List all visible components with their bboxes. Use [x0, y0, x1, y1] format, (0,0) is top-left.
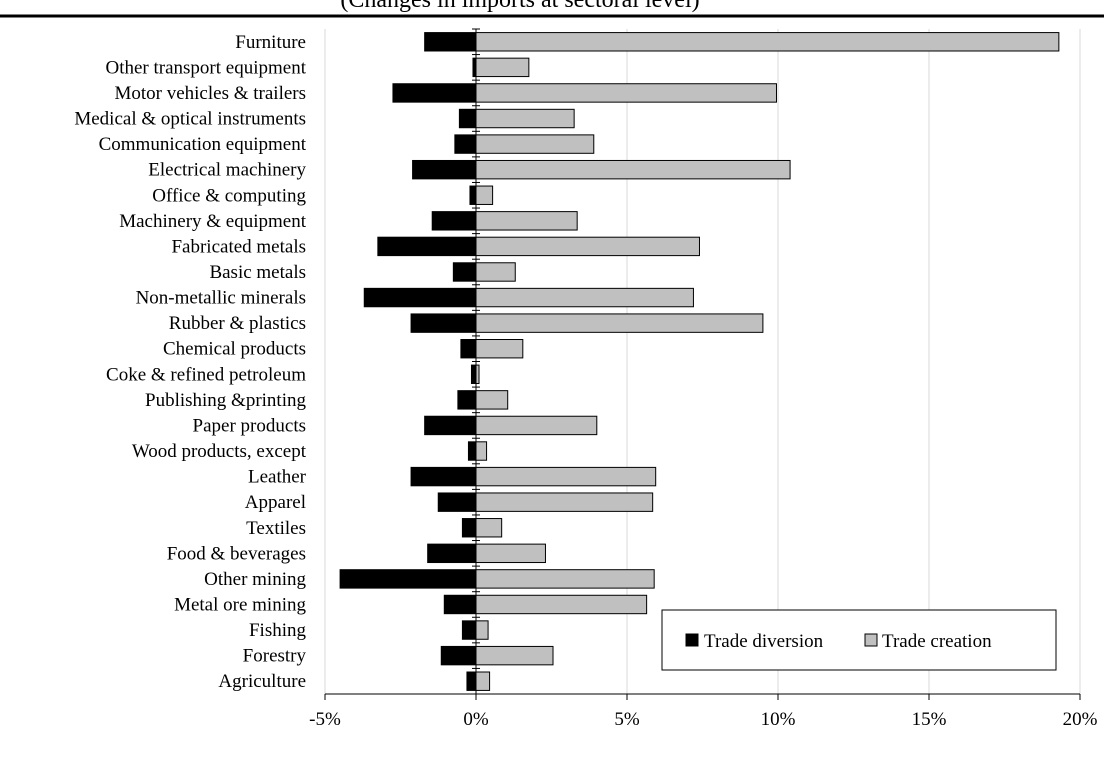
legend: Trade diversion Trade creation	[661, 609, 1057, 671]
bar-trade-diversion	[363, 287, 477, 308]
category-label: Agriculture	[218, 671, 306, 692]
category-label: Paper products	[193, 415, 306, 436]
category-label: Electrical machinery	[148, 160, 306, 181]
bar-trade-creation	[475, 287, 694, 308]
category-label: Other transport equipment	[105, 57, 306, 78]
bar-trade-creation	[475, 415, 598, 436]
bars-group	[339, 32, 1060, 691]
category-label: Coke & refined petroleum	[106, 364, 306, 385]
bar-trade-diversion	[339, 569, 477, 589]
bar-trade-diversion	[466, 671, 477, 691]
x-tick-labels: -5% 0% 5% 10% 15% 20%	[309, 709, 1097, 730]
category-label: Fabricated metals	[171, 236, 306, 257]
bar-trade-creation	[475, 441, 488, 461]
x-tick-label: 0%	[463, 709, 489, 730]
gridlines	[324, 29, 1081, 694]
bar-trade-creation	[475, 569, 655, 589]
bar-trade-creation	[475, 108, 575, 129]
bar-trade-diversion	[443, 594, 477, 615]
legend-swatch-trade-diversion	[685, 633, 699, 647]
bar-trade-creation	[475, 134, 595, 154]
bar-trade-diversion	[467, 441, 477, 461]
bar-trade-diversion	[410, 466, 477, 487]
bar-trade-diversion	[410, 313, 477, 333]
bar-trade-creation	[475, 492, 654, 512]
bar-trade-creation	[475, 185, 494, 205]
category-label: Wood products, except	[132, 441, 307, 462]
x-tick-label: 20%	[1063, 709, 1098, 730]
bar-trade-diversion	[440, 645, 477, 666]
bar-trade-diversion	[377, 236, 477, 257]
chart-caption: (Changes in imports at sectoral level)	[340, 0, 699, 13]
category-label: Other mining	[204, 569, 306, 590]
bar-trade-diversion	[460, 339, 477, 359]
legend-label-trade-creation: Trade creation	[882, 631, 992, 652]
bar-trade-diversion	[452, 262, 477, 282]
bar-trade-creation	[475, 620, 489, 640]
category-label: Communication equipment	[99, 134, 307, 155]
category-label: Office & computing	[152, 185, 306, 206]
bar-trade-diversion	[461, 620, 477, 640]
bar-trade-creation	[475, 159, 791, 180]
category-label: Apparel	[245, 492, 306, 513]
category-label: Forestry	[243, 646, 307, 667]
bar-trade-diversion	[427, 543, 477, 564]
category-label: Rubber & plastics	[169, 313, 306, 334]
bar-trade-creation	[475, 32, 1060, 52]
category-label: Chemical products	[163, 339, 306, 360]
bar-trade-creation	[475, 466, 657, 487]
bar-trade-diversion	[454, 134, 477, 154]
bar-trade-diversion	[457, 390, 477, 410]
bar-trade-creation	[475, 83, 777, 103]
bar-trade-diversion	[431, 211, 477, 231]
bar-trade-diversion	[392, 83, 477, 103]
bar-trade-diversion	[424, 415, 477, 436]
category-label: Leather	[248, 467, 307, 488]
bar-trade-creation	[475, 671, 491, 691]
category-label: Medical & optical instruments	[74, 109, 306, 130]
bar-trade-diversion	[424, 32, 477, 52]
legend-swatch-trade-creation	[864, 633, 878, 647]
bar-trade-creation	[475, 390, 509, 410]
bar-trade-creation	[475, 645, 554, 666]
legend-box	[661, 609, 1057, 671]
bar-trade-creation	[475, 236, 700, 257]
category-label: Textiles	[246, 518, 306, 539]
bar-trade-creation	[475, 339, 524, 359]
x-tick-label: 15%	[912, 709, 947, 730]
category-label: Basic metals	[209, 262, 306, 283]
bar-trade-diversion	[458, 108, 477, 129]
bar-trade-creation	[475, 518, 503, 538]
bar-trade-creation	[475, 211, 578, 231]
category-label: Food & beverages	[167, 543, 306, 564]
x-tick-label: -5%	[309, 709, 341, 730]
x-tick-label: 10%	[761, 709, 796, 730]
category-label: Fishing	[249, 620, 307, 641]
bar-trade-creation	[475, 543, 546, 564]
bar-trade-diversion	[461, 518, 477, 538]
category-labels: Furniture Other transport equipment Motor …	[74, 32, 306, 692]
category-label: Metal ore mining	[174, 594, 306, 615]
category-label: Publishing &printing	[145, 390, 306, 411]
category-label: Motor vehicles & trailers	[114, 83, 306, 104]
bar-trade-diversion	[469, 185, 477, 205]
x-tick-label: 5%	[614, 709, 640, 730]
category-label: Furniture	[235, 32, 306, 53]
legend-label-trade-diversion: Trade diversion	[704, 631, 824, 652]
bar-trade-creation	[475, 57, 530, 78]
bar-trade-creation	[475, 262, 516, 282]
bar-trade-diversion	[412, 159, 477, 180]
bar-trade-diversion	[437, 492, 477, 512]
bar-trade-creation	[475, 594, 648, 615]
bar-trade-diversion	[470, 364, 477, 384]
category-label: Non-metallic minerals	[136, 288, 306, 309]
bar-trade-creation	[475, 313, 764, 333]
axes-group	[324, 28, 1081, 700]
category-label: Machinery & equipment	[119, 211, 307, 232]
